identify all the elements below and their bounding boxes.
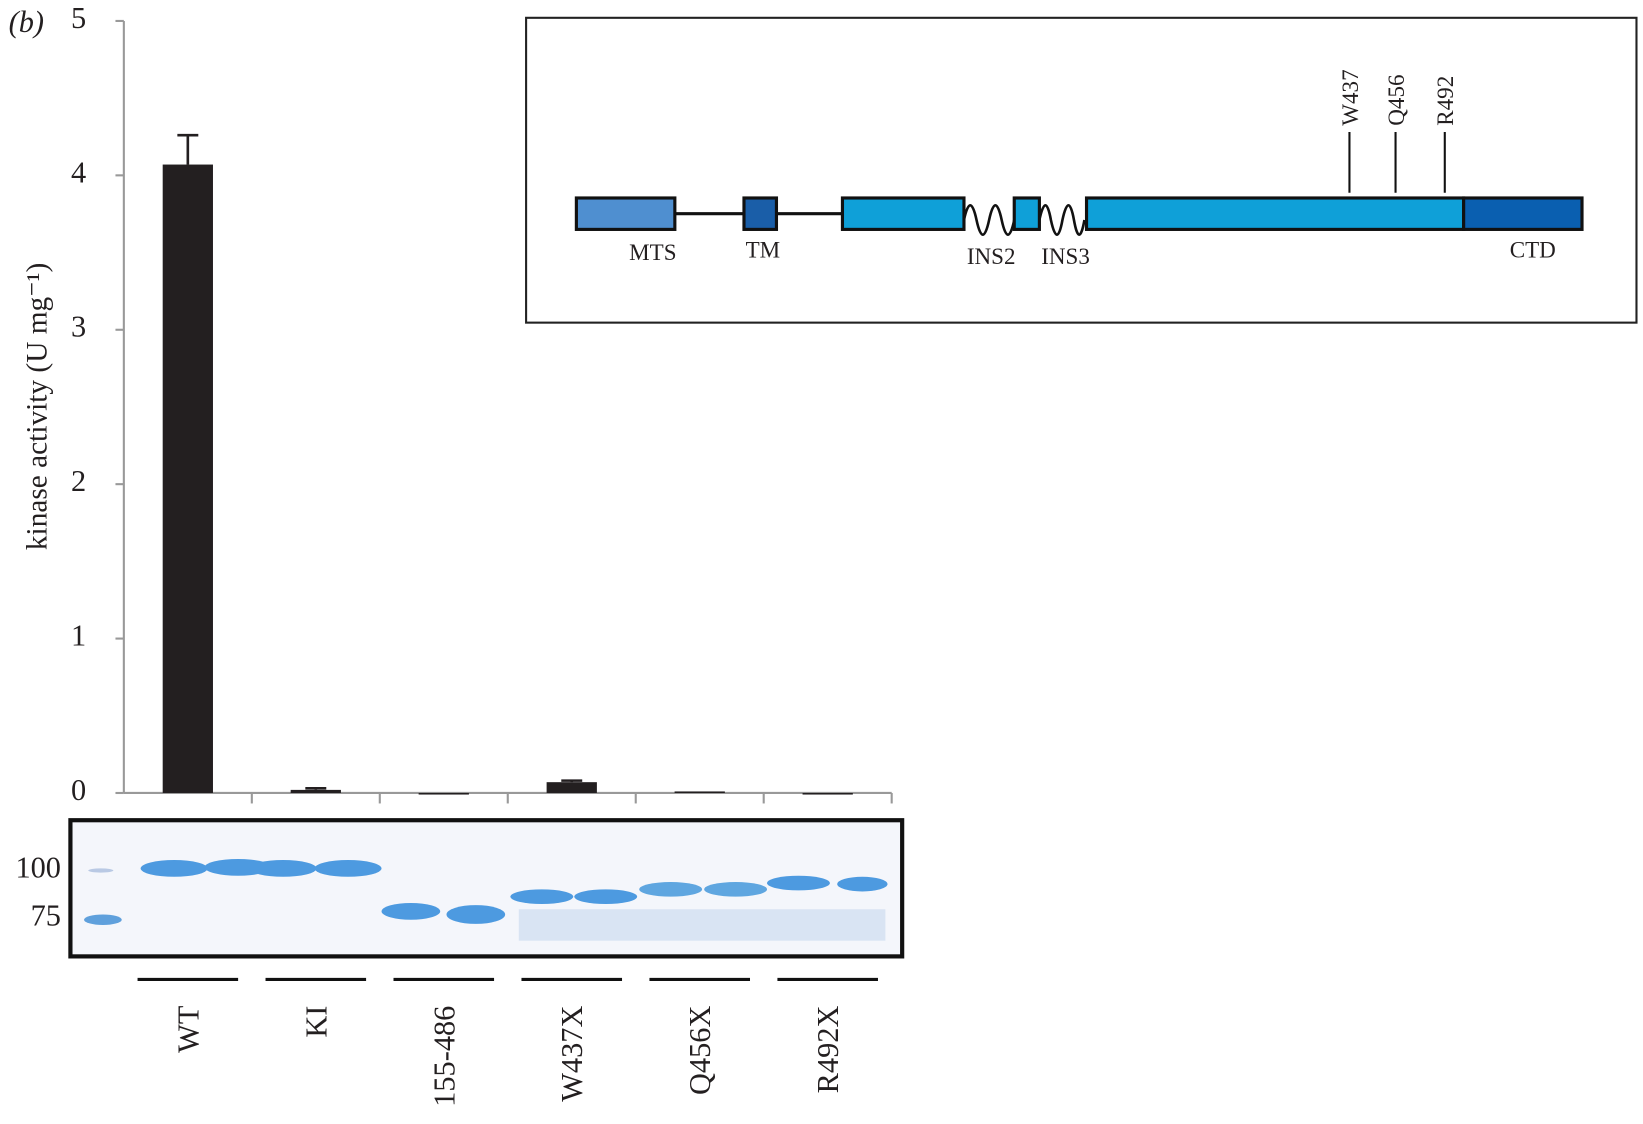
domain-box: [576, 198, 674, 229]
y-tick-label: 3: [71, 310, 86, 344]
band: [84, 914, 122, 924]
bar: [163, 165, 213, 793]
diagram-frame: [526, 18, 1636, 323]
error-bar: [561, 781, 582, 783]
domain-box: [1014, 198, 1039, 229]
bar: [419, 793, 469, 795]
domain-label: MTS: [629, 239, 676, 265]
insertion: [964, 205, 1014, 234]
bar: [803, 793, 853, 795]
site-label: Q456: [1383, 75, 1409, 126]
domain-label: TM: [746, 237, 781, 263]
bar: [291, 790, 341, 793]
domain-box: [1464, 198, 1582, 229]
y-tick-label: 1: [71, 619, 86, 653]
bar: [547, 782, 597, 793]
site-label: R492: [1432, 76, 1458, 126]
domain-box: [744, 198, 776, 229]
band: [314, 860, 381, 877]
figure: (b) kinase activity (U mg⁻¹) 100 75: [0, 0, 1643, 1124]
y-axis-label: kinase activity (U mg⁻¹): [21, 263, 53, 550]
band: [510, 889, 573, 904]
domain-label: CTD: [1510, 237, 1556, 263]
x-tick-label: 155-486: [427, 1006, 461, 1107]
band: [446, 905, 505, 924]
gel: [70, 820, 902, 956]
x-tick-label: WT: [171, 1005, 205, 1053]
y-tick-label: 4: [71, 155, 86, 189]
band: [250, 860, 317, 877]
error-bar: [177, 135, 198, 164]
marker-label: 75: [31, 899, 61, 933]
domain-label: INS3: [1041, 243, 1090, 269]
x-tick-label: W437X: [555, 1006, 589, 1102]
band: [574, 889, 637, 904]
y-tick-label: 2: [71, 464, 86, 498]
bar: [675, 791, 725, 793]
insertion: [1039, 205, 1084, 234]
band: [767, 876, 830, 891]
y-tick-label: 5: [71, 1, 86, 35]
error-bar: [305, 788, 326, 790]
band: [704, 882, 767, 897]
band: [141, 860, 208, 877]
x-tick-label: KI: [299, 1006, 333, 1038]
page: {"chart_data":{"type":"bar","panel_label…: [0, 0, 1643, 1124]
domain-diagram: [526, 18, 1636, 323]
site-label: W437: [1337, 69, 1363, 125]
faint-bands: [519, 909, 886, 940]
domain-box: [1087, 198, 1464, 229]
domain-box: [842, 198, 964, 229]
panel-label: (b): [9, 5, 44, 39]
domain-label: INS2: [967, 243, 1016, 269]
x-tick-label: R492X: [811, 1006, 845, 1094]
marker-label: 100: [15, 850, 61, 884]
band: [639, 882, 702, 897]
y-tick-label: 0: [71, 773, 86, 807]
band: [88, 868, 113, 872]
band: [382, 903, 441, 920]
x-tick-label: Q456X: [683, 1006, 717, 1095]
band: [837, 877, 887, 892]
